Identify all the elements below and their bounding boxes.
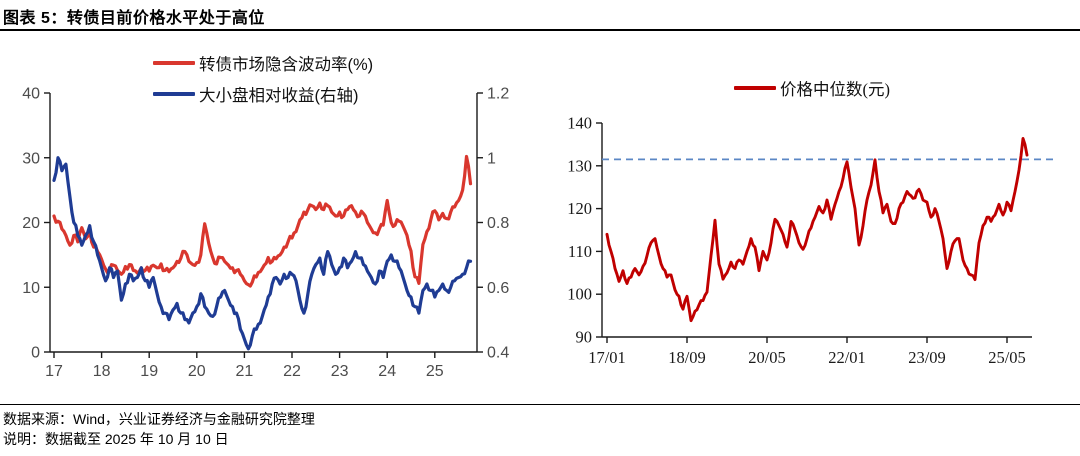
- red-line-swatch-icon: [153, 61, 195, 65]
- svg-text:17: 17: [45, 363, 63, 380]
- legend-item-implied-vol: 转债市场隐含波动率(%): [153, 51, 373, 75]
- svg-text:20: 20: [188, 363, 206, 380]
- footer-divider: [0, 404, 1080, 405]
- legend-item-relative-return: 大小盘相对收益(右轴): [153, 82, 373, 106]
- svg-text:21: 21: [236, 363, 254, 380]
- svg-text:18: 18: [93, 363, 111, 380]
- svg-text:22: 22: [283, 363, 301, 380]
- page-title: 图表 5：转债目前价格水平处于高位: [3, 10, 265, 27]
- svg-text:0: 0: [31, 345, 40, 362]
- svg-text:20/05: 20/05: [748, 348, 786, 367]
- footer-source: 数据来源：Wind，兴业证券经济与金融研究院整理: [3, 411, 315, 427]
- svg-text:24: 24: [378, 363, 396, 380]
- svg-text:120: 120: [567, 199, 592, 218]
- svg-text:25: 25: [426, 363, 444, 380]
- legend-label-median-price: 价格中位数(元): [780, 80, 890, 99]
- svg-text:1: 1: [487, 150, 496, 167]
- legend-right-chart: 价格中位数(元): [734, 76, 890, 100]
- svg-text:22/01: 22/01: [828, 348, 866, 367]
- svg-text:10: 10: [22, 280, 40, 297]
- svg-text:19: 19: [140, 363, 158, 380]
- svg-text:0.8: 0.8: [487, 215, 509, 232]
- title-divider: [0, 29, 1080, 31]
- svg-text:30: 30: [22, 150, 40, 167]
- svg-text:90: 90: [576, 328, 593, 347]
- legend-label-relative-return: 大小盘相对收益(右轴): [199, 87, 359, 105]
- svg-text:23: 23: [331, 363, 349, 380]
- svg-text:1.2: 1.2: [487, 86, 509, 103]
- footer-note: 说明：数据截至 2025 年 10 月 10 日: [3, 431, 229, 447]
- legend-left-chart: 转债市场隐含波动率(%) 大小盘相对收益(右轴): [153, 51, 373, 106]
- svg-text:130: 130: [567, 156, 592, 175]
- blue-line-swatch-icon: [153, 92, 195, 96]
- legend-label-implied-vol: 转债市场隐含波动率(%): [199, 56, 374, 74]
- svg-text:0.6: 0.6: [487, 280, 509, 297]
- median-price-chart: 90 100 110 120 130 140 17/01 18/09 20/05 22/01 23/…: [567, 114, 1058, 367]
- svg-text:25/05: 25/05: [988, 348, 1026, 367]
- svg-text:40: 40: [22, 86, 40, 103]
- svg-text:20: 20: [22, 215, 40, 232]
- svg-text:0.4: 0.4: [487, 345, 509, 362]
- svg-text:110: 110: [568, 242, 592, 261]
- svg-text:23/09: 23/09: [908, 348, 946, 367]
- svg-text:18/09: 18/09: [668, 348, 706, 367]
- implied-volatility-chart: 0 10 20 30 40 0.4 0.6 0.8 1 1.2 17 18 19 20 21 22 23 24 25: [22, 86, 509, 381]
- svg-text:140: 140: [567, 114, 592, 133]
- svg-text:100: 100: [567, 285, 592, 304]
- svg-text:17/01: 17/01: [588, 348, 626, 367]
- darkred-line-swatch-icon: [734, 86, 776, 90]
- legend-item-median-price: 价格中位数(元): [734, 76, 890, 100]
